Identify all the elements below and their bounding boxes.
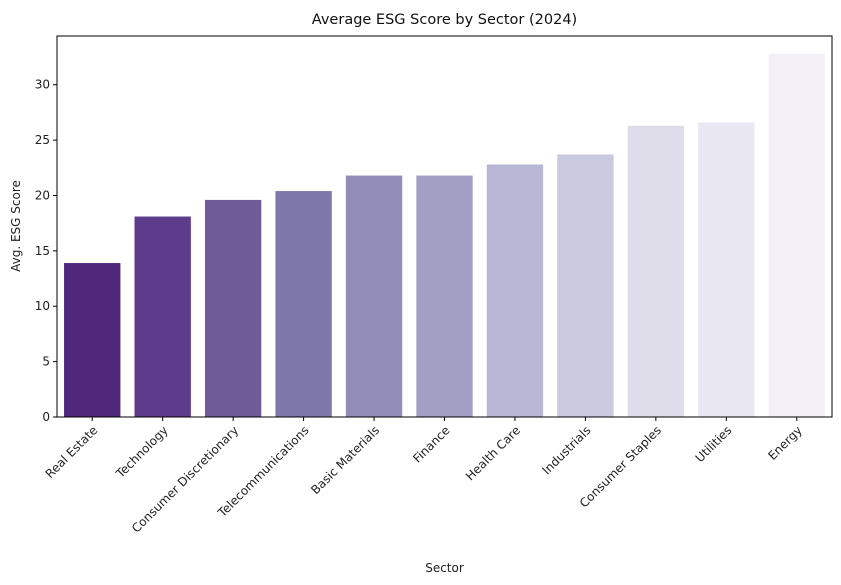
x-tick-label: Energy <box>765 423 805 463</box>
x-tick-label: Health Care <box>463 423 523 483</box>
x-tick-label: Basic Materials <box>308 423 382 497</box>
bars-group <box>64 53 825 418</box>
bar-finance <box>416 175 473 417</box>
y-axis-title: Avg. ESG Score <box>9 180 23 272</box>
y-tick-label: 30 <box>35 78 50 92</box>
bar-telecommunications <box>275 191 332 417</box>
y-tick-label: 10 <box>35 299 50 313</box>
bar-real-estate <box>64 263 121 417</box>
bar-utilities <box>698 122 755 418</box>
y-tick-label: 25 <box>35 133 50 147</box>
x-tick-label: Technology <box>113 423 171 481</box>
bar-industrials <box>557 154 614 417</box>
x-tick-label: Real Estate <box>43 423 101 481</box>
y-tick-label: 5 <box>42 355 50 369</box>
chart-title: Average ESG Score by Sector (2024) <box>312 12 577 28</box>
bar-health-care <box>486 164 544 417</box>
plot-frame <box>56 35 833 418</box>
y-tick-label: 15 <box>35 244 50 258</box>
x-axis-title: Sector <box>425 561 464 575</box>
y-tick-label: 20 <box>35 188 50 202</box>
y-axis: 0 5 10 15 20 25 30 <box>35 78 57 424</box>
x-tick-label: Finance <box>410 423 452 465</box>
bar-technology <box>134 216 191 417</box>
bar-consumer-staples <box>627 125 685 417</box>
x-tick-label: Industrials <box>539 423 593 477</box>
y-tick-label: 0 <box>42 410 50 424</box>
bar-basic-materials <box>345 175 403 417</box>
bar-energy <box>768 53 825 417</box>
x-tick-label: Utilities <box>693 423 735 465</box>
bar-consumer-discretionary <box>204 199 262 417</box>
